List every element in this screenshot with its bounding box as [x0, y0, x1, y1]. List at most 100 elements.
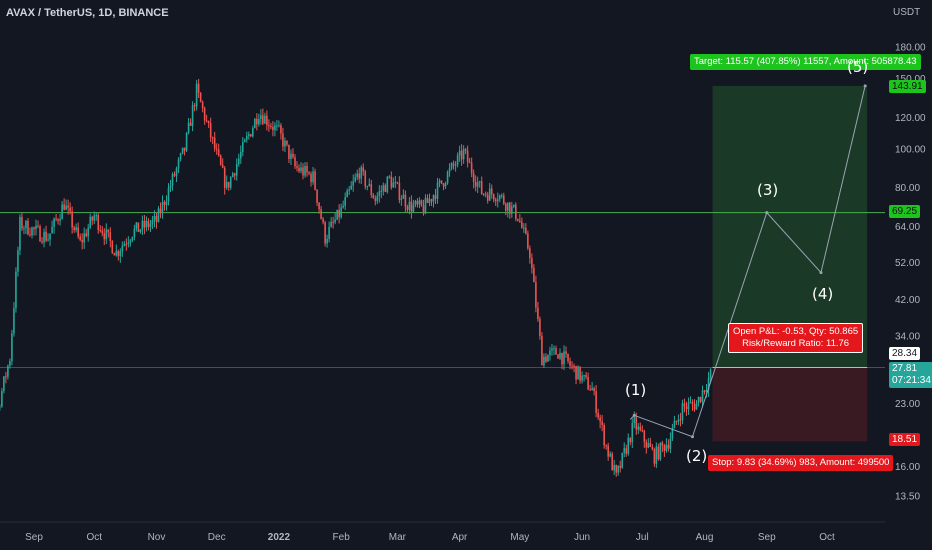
x-axis[interactable]: Sep Oct Nov Dec 2022 Feb Mar Apr May Jun Jul Aug Sep… [0, 521, 885, 543]
candle [127, 236, 130, 248]
target-label: Target: 115.57 (407.85%) 11557, Amount: … [690, 54, 921, 70]
candle-body [207, 120, 210, 124]
candle [410, 195, 413, 219]
candle [464, 147, 467, 155]
candle [498, 194, 501, 203]
candle [478, 180, 481, 188]
candle-body [639, 426, 642, 431]
x-tick-label: Apr [452, 532, 468, 543]
candle-body [446, 172, 449, 184]
candle-body [607, 445, 609, 457]
candle-body [605, 445, 607, 447]
candle [151, 215, 154, 229]
candle [420, 199, 423, 207]
candle-body [221, 164, 224, 168]
candle-body [573, 365, 575, 367]
candle [671, 423, 674, 441]
candle-body [344, 197, 346, 206]
candle [434, 188, 437, 205]
candle-body [1, 390, 3, 407]
x-tick-label: Sep [25, 532, 43, 543]
candle-body [591, 388, 593, 391]
candle [504, 202, 507, 216]
candle [603, 423, 605, 449]
candle-body [320, 209, 322, 219]
candle-body [266, 115, 268, 126]
candle [241, 137, 244, 157]
candle-body [21, 216, 23, 229]
candle-body [256, 118, 258, 125]
candle-body [545, 356, 547, 362]
candle-body [418, 200, 421, 205]
candle [657, 443, 660, 461]
candle [282, 127, 284, 152]
candle [185, 131, 188, 153]
candle-body [577, 366, 579, 380]
x-tick-label: Dec [208, 532, 226, 543]
candle-body [129, 240, 132, 243]
candle [406, 204, 409, 213]
candle [484, 191, 487, 198]
candle-body [49, 233, 51, 240]
candle [77, 222, 79, 239]
candle-body [480, 181, 483, 195]
candle [557, 353, 559, 359]
candle [41, 237, 43, 245]
candle [211, 136, 214, 145]
candle-body [428, 199, 431, 203]
candle-body [139, 229, 142, 233]
candle-body [464, 149, 467, 151]
candle [49, 233, 51, 246]
candle [480, 176, 483, 195]
candle-body [633, 417, 636, 423]
candle [326, 234, 328, 248]
candle-body [326, 238, 328, 244]
candle [587, 372, 589, 391]
candle-body [338, 209, 340, 218]
candle [432, 194, 435, 208]
candle [117, 249, 120, 261]
candle [195, 79, 198, 111]
candle [169, 179, 172, 192]
wave-point-4 [819, 271, 823, 275]
candle-body [9, 361, 11, 366]
candle [252, 125, 254, 138]
candle-body [336, 209, 338, 220]
x-tick-label: Aug [696, 532, 714, 543]
candle-body [474, 181, 477, 187]
candle [203, 106, 206, 125]
candle-body [239, 152, 242, 159]
candle-body [83, 233, 85, 243]
candle [703, 389, 706, 395]
candle-body [292, 153, 294, 158]
candle-body [376, 195, 379, 201]
candle-body [486, 194, 489, 201]
candle-body [422, 205, 425, 214]
candle [474, 175, 477, 192]
candle-body [55, 218, 57, 220]
candle-body [262, 115, 264, 124]
candle-body [189, 122, 192, 126]
candle-body [509, 202, 511, 214]
candle [599, 414, 601, 429]
candle-body [113, 253, 116, 256]
candle [129, 238, 132, 247]
candle [394, 175, 397, 189]
candle [5, 371, 7, 384]
candle [454, 161, 457, 172]
candle [302, 163, 304, 180]
candle-body [183, 147, 186, 151]
y-tick-label: 52.00 [895, 258, 920, 269]
candle-body [496, 199, 499, 202]
candle [47, 233, 49, 242]
candle-body [237, 158, 240, 164]
candle-body [125, 243, 128, 245]
candle [304, 162, 306, 178]
candle-body [374, 198, 377, 201]
y-tick-label: 150.00 [895, 74, 926, 85]
candle-body [149, 223, 152, 227]
candle-body [543, 356, 545, 366]
candle-body [324, 222, 326, 244]
